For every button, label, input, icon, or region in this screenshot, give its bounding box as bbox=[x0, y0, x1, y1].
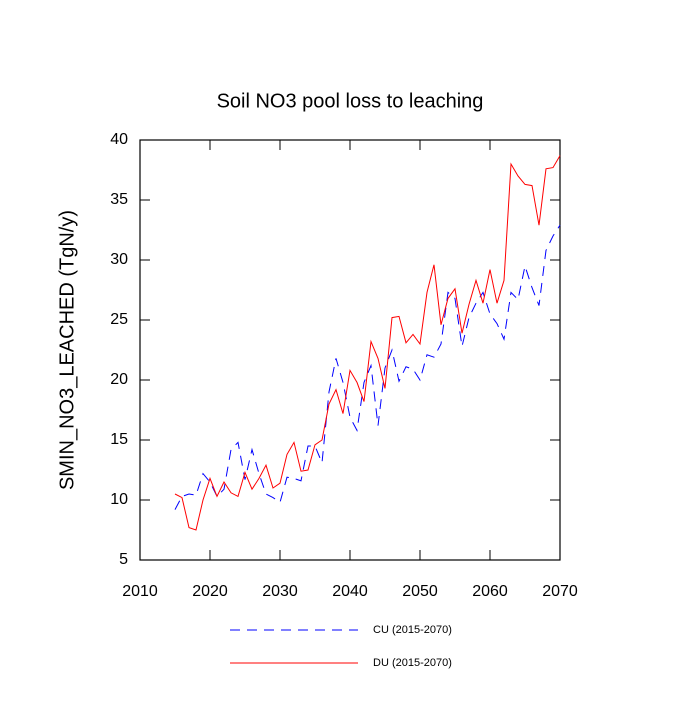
x-tick-label: 2020 bbox=[192, 583, 228, 600]
x-tick-label: 2040 bbox=[332, 583, 368, 600]
y-tick-label: 5 bbox=[119, 551, 128, 568]
y-axis-label: SMIN_NO3_LEACHED (TgN/y) bbox=[56, 210, 78, 490]
x-tick-label: 2070 bbox=[542, 583, 578, 600]
y-tick-label: 15 bbox=[110, 431, 128, 448]
y-tick-label: 40 bbox=[110, 131, 128, 148]
x-tick-label: 2030 bbox=[262, 583, 298, 600]
y-tick-label: 35 bbox=[110, 191, 128, 208]
series-line bbox=[174, 224, 561, 510]
x-tick-label: 2060 bbox=[472, 583, 508, 600]
x-tick-label: 2010 bbox=[122, 583, 158, 600]
chart-title: Soil NO3 pool loss to leaching bbox=[217, 90, 484, 112]
y-tick-label: 25 bbox=[110, 311, 128, 328]
series-line bbox=[174, 155, 561, 531]
y-tick-label: 20 bbox=[110, 371, 128, 388]
y-tick-label: 10 bbox=[110, 491, 128, 508]
x-tick-label: 2050 bbox=[402, 583, 438, 600]
legend-label: DU (2015-2070) bbox=[373, 657, 452, 669]
legend-label: CU (2015-2070) bbox=[373, 624, 452, 636]
y-tick-label: 30 bbox=[110, 251, 128, 268]
